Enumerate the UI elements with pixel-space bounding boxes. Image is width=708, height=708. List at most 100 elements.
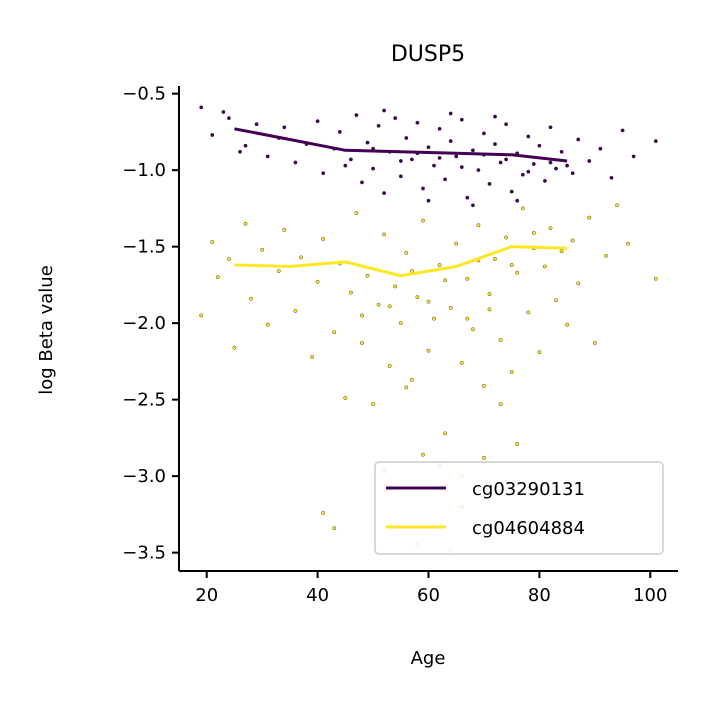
scatter-point-series-2-36 <box>437 263 442 267</box>
scatter-point-series-1-57 <box>576 137 581 142</box>
scatter-point-series-1-53 <box>548 125 553 130</box>
scatter-point-series-1-66 <box>398 159 403 163</box>
scatter-point-series-1-5 <box>238 149 242 154</box>
scatter-point-series-2-15 <box>315 279 320 284</box>
scatter-point-series-1-68 <box>437 155 442 160</box>
y-tick-label-0: −0.5 <box>122 84 166 105</box>
x-axis-ticks: 20 40 60 80 100 <box>195 571 667 606</box>
scatter-point-series-2-41 <box>465 276 470 281</box>
scatter-point-series-1-61 <box>620 128 625 133</box>
scatter-point-series-1-79 <box>448 111 453 116</box>
scatter-point-series-2-82 <box>387 304 392 309</box>
scatter-point-series-2-9 <box>265 322 270 327</box>
scatter-point-series-2-71 <box>515 442 520 446</box>
x-tick-label-40: 40 <box>306 585 329 606</box>
scatter-point-series-2-58 <box>559 249 564 254</box>
scatter-point-series-1-6 <box>243 143 248 148</box>
y-tick-label-3: −2.0 <box>122 313 166 334</box>
scatter-point-series-1-40 <box>476 168 481 173</box>
y-tick-label-6: −3.5 <box>122 543 166 564</box>
scatter-point-series-2-14 <box>310 354 314 359</box>
scatter-point-series-1-36 <box>454 154 459 159</box>
scatter-point-series-1-37 <box>459 117 464 122</box>
scatter-point-series-1-30 <box>421 186 425 191</box>
scatter-point-series-1-72 <box>526 169 531 174</box>
scatter-point-series-1-25 <box>393 116 398 121</box>
scatter-point-series-1-32 <box>432 163 436 168</box>
y-axis-label: log Beta value <box>36 265 57 395</box>
scatter-point-series-2-68 <box>421 452 425 457</box>
scatter-point-series-2-50 <box>515 270 520 275</box>
x-axis-label: Age <box>411 648 446 669</box>
scatter-point-series-1-14 <box>321 171 326 176</box>
scatter-point-series-1-2 <box>210 133 215 137</box>
scatter-point-series-1-34 <box>443 177 447 182</box>
scatter-point-series-1-80 <box>493 114 497 119</box>
scatter-point-series-2-30 <box>404 250 409 255</box>
scatter-point-series-1-56 <box>570 171 575 176</box>
scatter-point-series-1-17 <box>348 157 353 162</box>
scatter-point-series-2-57 <box>554 298 558 303</box>
scatter-point-series-2-85 <box>487 307 492 312</box>
scatter-point-series-1-60 <box>609 175 614 180</box>
scatter-point-series-1-42 <box>487 181 492 186</box>
scatter-point-series-2-84 <box>465 316 470 321</box>
scatter-point-series-2-16 <box>321 237 326 241</box>
scatter-point-series-2-79 <box>404 385 409 390</box>
scatter-point-series-2-62 <box>587 215 592 220</box>
scatter-point-series-1-62 <box>631 154 636 159</box>
scatter-point-series-2-38 <box>448 305 453 310</box>
scatter-point-series-2-25 <box>376 302 381 307</box>
legend: cg03290131 cg04604884 <box>374 461 664 555</box>
scatter-point-series-2-55 <box>543 264 547 269</box>
scatter-point-series-2-35 <box>432 316 436 321</box>
trend-lines <box>234 127 568 278</box>
scatter-point-series-1-4 <box>226 116 231 121</box>
scatter-point-series-2-17 <box>332 330 337 335</box>
scatter-point-series-2-56 <box>548 226 553 231</box>
scatter-point-series-1-41 <box>481 131 486 136</box>
scatter-point-series-2-51 <box>520 206 525 211</box>
scatter-point-series-1-3 <box>221 110 226 114</box>
y-axis-ticks: −0.5 −1.0 −1.5 −2.0 −2.5 −3.0 −3.5 <box>122 84 179 564</box>
scatter-point-series-1-18 <box>354 113 359 118</box>
x-tick-label-20: 20 <box>195 585 218 606</box>
scatter-point-series-2-44 <box>481 383 486 388</box>
scatter-point-series-2-32 <box>415 295 420 299</box>
scatter-point-series-1-20 <box>365 140 370 145</box>
scatter-point-series-2-20 <box>348 290 353 295</box>
scatter-point-series-1-63 <box>653 139 658 144</box>
scatter-point-series-2-67 <box>653 276 658 281</box>
y-tick-label-4: −2.5 <box>122 390 166 411</box>
scatter-point-series-2-19 <box>343 396 348 400</box>
scatter-point-series-2-40 <box>459 360 464 365</box>
scatter-point-series-1-1 <box>199 105 204 110</box>
scatter-point-series-2-64 <box>604 253 608 258</box>
scatter-point-series-2-63 <box>592 341 597 345</box>
scatter-point-series-1-21 <box>371 166 375 171</box>
scatter-point-series-2-43 <box>476 223 481 228</box>
scatter-point-series-2-75 <box>332 526 337 531</box>
scatter-point-series-2-11 <box>282 227 287 232</box>
scatter-point-series-2-83 <box>426 299 431 304</box>
scatter-point-series-2-31 <box>409 377 414 382</box>
scatter-point-series-2-29 <box>398 321 403 325</box>
scatter-point-series-1-46 <box>509 189 514 194</box>
scatter-point-series-2-87 <box>443 278 447 283</box>
trend-line-series-2 <box>234 245 568 278</box>
scatter-point-series-2-80 <box>498 402 503 407</box>
scatter-point-series-2-66 <box>626 241 630 246</box>
scatter-point-series-1-23 <box>382 191 386 196</box>
scatter-point-series-2-45 <box>487 292 492 296</box>
scatter-point-series-2-22 <box>360 341 364 345</box>
scatter-point-series-2-81 <box>360 313 364 318</box>
scatter-point-series-1-19 <box>360 180 364 185</box>
y-tick-label-1: −1.0 <box>122 160 166 181</box>
legend-label-series-1: cg03290131 <box>472 479 585 500</box>
scatter-point-series-2-26 <box>382 232 386 237</box>
scatter-point-series-2-10 <box>276 269 281 273</box>
scatter-point-series-1-26 <box>398 174 403 179</box>
scatter-point-series-1-22 <box>376 123 381 128</box>
scatter-point-series-1-35 <box>448 139 453 144</box>
